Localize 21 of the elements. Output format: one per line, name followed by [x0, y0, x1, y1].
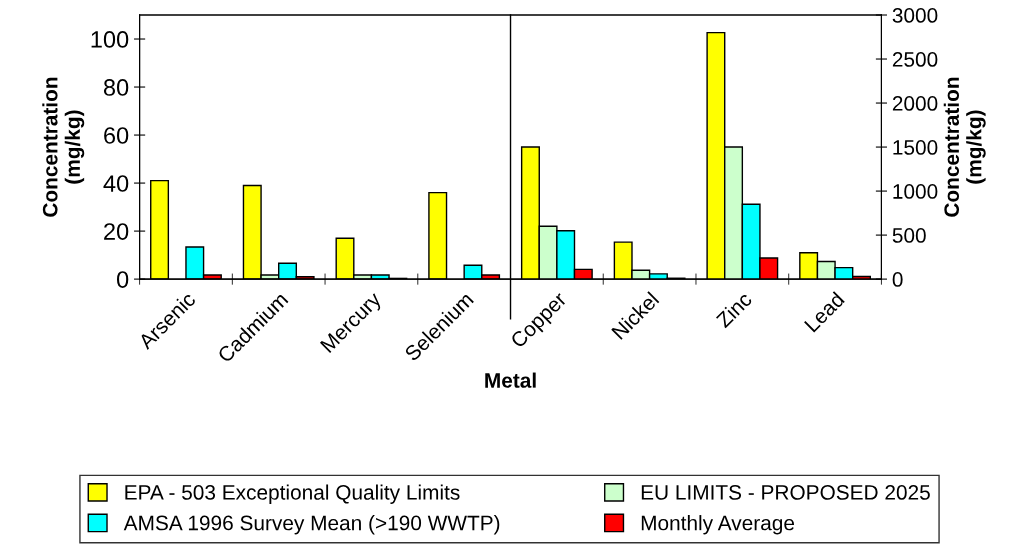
y-axis-title: Concentration (mg/kg) — [42, 77, 85, 217]
y2-tick-label: 1500 — [893, 140, 938, 155]
y-tick-label: 0 — [116, 271, 129, 288]
y2-tick-label: 1000 — [893, 184, 938, 199]
legend-label: AMSA 1996 Survey Mean (>190 WWTP) — [123, 515, 500, 535]
y-tick-label: 40 — [103, 175, 129, 192]
y-tick-label: 100 — [91, 31, 129, 48]
x-axis-title: Metal — [485, 372, 536, 388]
y-tick-label: 20 — [104, 223, 129, 240]
y2-tick-label: 500 — [892, 228, 926, 243]
legend-label: EPA - 503 Exceptional Quality Limits — [125, 484, 460, 504]
y-tick-label: 60 — [104, 127, 129, 144]
x-tick-label: Zinc — [714, 290, 753, 329]
legend-label: EU LIMITS - PROPOSED 2025 — [641, 485, 930, 500]
y2-tick-label: 2500 — [892, 52, 938, 67]
y2-axis-title: Concentration (mg/kg) — [943, 77, 986, 217]
y2-tick-label: 3000 — [892, 8, 938, 23]
y-tick-label: 80 — [103, 79, 129, 96]
y2-tick-label: 2000 — [892, 96, 938, 111]
y2-tick-label: 0 — [892, 272, 903, 287]
legend-label: Monthly Average — [641, 515, 795, 535]
